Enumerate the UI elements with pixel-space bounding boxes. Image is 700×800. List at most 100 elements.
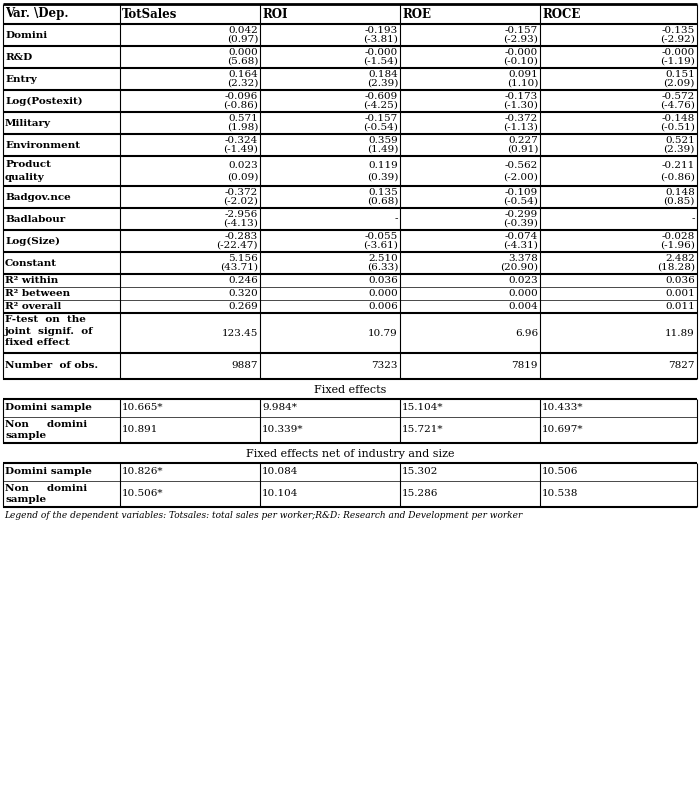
Text: 10.433*: 10.433* — [542, 403, 584, 413]
Text: 7819: 7819 — [512, 362, 538, 370]
Text: (-22.47): (-22.47) — [216, 241, 258, 250]
Text: (-4.25): (-4.25) — [363, 101, 398, 110]
Text: (43.71): (43.71) — [220, 263, 258, 272]
Text: 7827: 7827 — [668, 362, 695, 370]
Text: (-2.02): (-2.02) — [223, 197, 258, 206]
Text: 0.184: 0.184 — [368, 70, 398, 79]
Text: 10.104: 10.104 — [262, 490, 298, 498]
Text: 0.320: 0.320 — [228, 289, 258, 298]
Text: 2.482: 2.482 — [665, 254, 695, 263]
Text: 0.227: 0.227 — [508, 136, 538, 145]
Text: 0.148: 0.148 — [665, 188, 695, 197]
Text: (1.10): (1.10) — [507, 79, 538, 88]
Text: -0.000: -0.000 — [365, 48, 398, 57]
Text: 0.359: 0.359 — [368, 136, 398, 145]
Text: -0.000: -0.000 — [505, 48, 538, 57]
Text: -: - — [395, 214, 398, 223]
Text: Var. \Dep.: Var. \Dep. — [5, 7, 69, 21]
Text: Entry: Entry — [5, 74, 36, 83]
Text: (1.49): (1.49) — [367, 145, 398, 154]
Text: -0.000: -0.000 — [662, 48, 695, 57]
Text: 10.506: 10.506 — [542, 467, 578, 477]
Text: (1.98): (1.98) — [227, 123, 258, 132]
Text: (-3.61): (-3.61) — [363, 241, 398, 250]
Text: -0.135: -0.135 — [662, 26, 695, 35]
Text: 15.302: 15.302 — [402, 467, 438, 477]
Text: Product: Product — [5, 160, 51, 169]
Text: -2.956: -2.956 — [225, 210, 258, 219]
Text: R&D: R&D — [5, 53, 32, 62]
Text: -0.055: -0.055 — [365, 232, 398, 241]
Text: (-0.54): (-0.54) — [363, 123, 398, 132]
Text: 0.023: 0.023 — [508, 276, 538, 285]
Text: Fixed effects: Fixed effects — [314, 385, 386, 395]
Text: 0.246: 0.246 — [228, 276, 258, 285]
Text: ROI: ROI — [262, 7, 288, 21]
Text: 7323: 7323 — [372, 362, 398, 370]
Text: (-4.31): (-4.31) — [503, 241, 538, 250]
Text: 0.004: 0.004 — [508, 302, 538, 311]
Text: 3.378: 3.378 — [508, 254, 538, 263]
Text: Log(Size): Log(Size) — [5, 237, 60, 246]
Text: 15.286: 15.286 — [402, 490, 438, 498]
Text: ROCE: ROCE — [542, 7, 580, 21]
Text: 10.084: 10.084 — [262, 467, 298, 477]
Text: (2.09): (2.09) — [664, 79, 695, 88]
Text: (-0.86): (-0.86) — [223, 101, 258, 110]
Text: 10.697*: 10.697* — [542, 426, 584, 434]
Text: (-1.54): (-1.54) — [363, 57, 398, 66]
Text: (-2.93): (-2.93) — [503, 35, 538, 44]
Text: 15.104*: 15.104* — [402, 403, 444, 413]
Text: -0.109: -0.109 — [505, 188, 538, 197]
Text: (0.91): (0.91) — [507, 145, 538, 154]
Text: -0.157: -0.157 — [365, 114, 398, 123]
Text: 0.011: 0.011 — [665, 302, 695, 311]
Text: -0.028: -0.028 — [662, 232, 695, 241]
Text: R² overall: R² overall — [5, 302, 62, 311]
Text: 10.891: 10.891 — [122, 426, 158, 434]
Text: 5.156: 5.156 — [228, 254, 258, 263]
Text: Badgov.nce: Badgov.nce — [5, 193, 71, 202]
Text: 0.036: 0.036 — [665, 276, 695, 285]
Text: F-test  on  the: F-test on the — [5, 315, 86, 324]
Text: 10.826*: 10.826* — [122, 467, 164, 477]
Text: (-0.86): (-0.86) — [660, 173, 695, 182]
Text: -0.096: -0.096 — [225, 92, 258, 101]
Text: Environment: Environment — [5, 141, 80, 150]
Text: Non     domini: Non domini — [5, 420, 87, 429]
Text: (2.39): (2.39) — [664, 145, 695, 154]
Text: 0.521: 0.521 — [665, 136, 695, 145]
Text: 123.45: 123.45 — [222, 329, 258, 338]
Text: 0.119: 0.119 — [368, 161, 398, 170]
Text: Non     domini: Non domini — [5, 484, 87, 493]
Text: -0.299: -0.299 — [505, 210, 538, 219]
Text: (-1.19): (-1.19) — [660, 57, 695, 66]
Text: Log(Postexit): Log(Postexit) — [5, 97, 83, 106]
Text: 0.269: 0.269 — [228, 302, 258, 311]
Text: 10.506*: 10.506* — [122, 490, 164, 498]
Text: TotSales: TotSales — [122, 7, 177, 21]
Text: -: - — [692, 214, 695, 223]
Text: 6.96: 6.96 — [515, 329, 538, 338]
Text: fixed effect: fixed effect — [5, 338, 70, 347]
Text: -0.609: -0.609 — [365, 92, 398, 101]
Text: (-0.54): (-0.54) — [503, 197, 538, 206]
Text: (-1.96): (-1.96) — [660, 241, 695, 250]
Text: (-4.13): (-4.13) — [223, 219, 258, 228]
Text: -0.173: -0.173 — [505, 92, 538, 101]
Text: -0.283: -0.283 — [225, 232, 258, 241]
Text: 0.042: 0.042 — [228, 26, 258, 35]
Text: (-4.76): (-4.76) — [660, 101, 695, 110]
Text: Domini sample: Domini sample — [5, 467, 92, 477]
Text: 0.571: 0.571 — [228, 114, 258, 123]
Text: 10.665*: 10.665* — [122, 403, 164, 413]
Text: Domini sample: Domini sample — [5, 403, 92, 413]
Text: 0.000: 0.000 — [508, 289, 538, 298]
Text: 0.036: 0.036 — [368, 276, 398, 285]
Text: (-0.39): (-0.39) — [503, 219, 538, 228]
Text: (-3.81): (-3.81) — [363, 35, 398, 44]
Text: 0.000: 0.000 — [228, 48, 258, 57]
Text: (0.85): (0.85) — [664, 197, 695, 206]
Text: (-1.30): (-1.30) — [503, 101, 538, 110]
Text: 0.135: 0.135 — [368, 188, 398, 197]
